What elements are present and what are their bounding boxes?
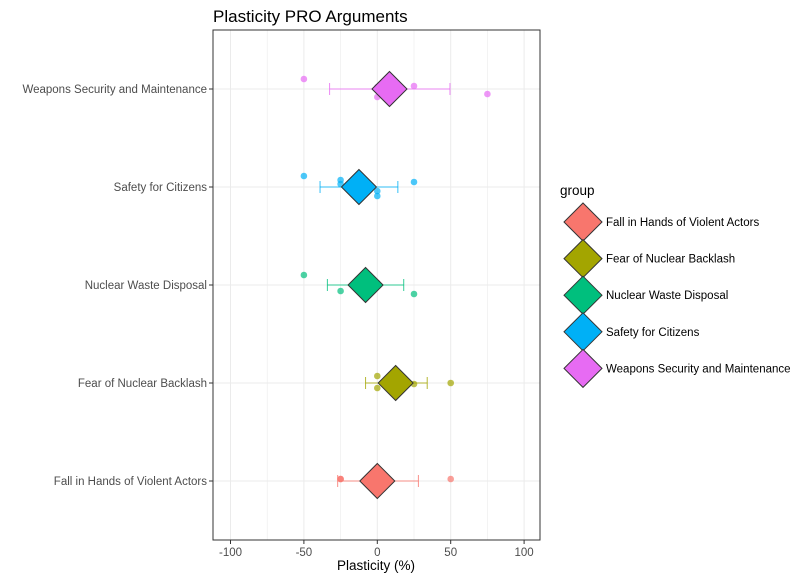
data-point	[447, 475, 455, 483]
legend-label: Fall in Hands of Violent Actors	[606, 217, 759, 229]
x-tick-label: -50	[296, 547, 313, 559]
series-group	[365, 364, 455, 402]
mean-diamond	[371, 70, 408, 108]
y-tick-label: Nuclear Waste Disposal	[85, 280, 207, 292]
mean-diamond	[340, 168, 378, 206]
series-group	[337, 462, 455, 500]
data-point	[337, 287, 344, 295]
legend-key	[563, 238, 603, 279]
data-point	[410, 178, 418, 186]
x-tick-label: -100	[219, 547, 242, 559]
series-group	[300, 266, 418, 304]
legend-key	[563, 275, 603, 315]
y-tick-label: Weapons Security and Maintenance	[22, 84, 207, 96]
data-point	[300, 172, 308, 180]
x-axis-label: Plasticity (%)	[337, 558, 415, 573]
legend-key	[563, 312, 603, 352]
legend-label: Fear of Nuclear Backlash	[606, 254, 735, 266]
data-point	[374, 192, 381, 200]
x-tick-label: 0	[374, 547, 380, 559]
legend-label: Weapons Security and Maintenance	[606, 363, 791, 375]
mean-diamond	[347, 266, 384, 304]
chart-title: Plasticity PRO Arguments	[213, 7, 408, 26]
data-point	[300, 271, 308, 279]
x-tick-label: 100	[515, 547, 534, 559]
legend-label: Safety for Citizens	[606, 327, 700, 339]
y-tick-label: Safety for Citizens	[114, 182, 208, 194]
data-point	[410, 82, 418, 90]
legend-title: group	[560, 183, 595, 198]
series-group	[300, 168, 418, 206]
data-point	[374, 384, 381, 392]
y-tick-label: Fear of Nuclear Backlash	[78, 378, 207, 390]
mean-diamond	[359, 462, 396, 500]
x-tick-label: 50	[444, 547, 457, 559]
data-point	[484, 90, 491, 98]
series-group	[300, 70, 491, 108]
data-point	[410, 290, 418, 298]
data-point	[374, 372, 381, 380]
legend-key	[563, 348, 603, 389]
data-point	[300, 75, 308, 83]
data-point	[337, 176, 344, 184]
legend-label: Nuclear Waste Disposal	[606, 290, 728, 302]
y-tick-label: Fall in Hands of Violent Actors	[54, 476, 207, 488]
legend-key	[563, 202, 603, 242]
data-point	[374, 187, 381, 195]
mean-diamond	[377, 364, 414, 402]
data-point	[447, 379, 455, 387]
